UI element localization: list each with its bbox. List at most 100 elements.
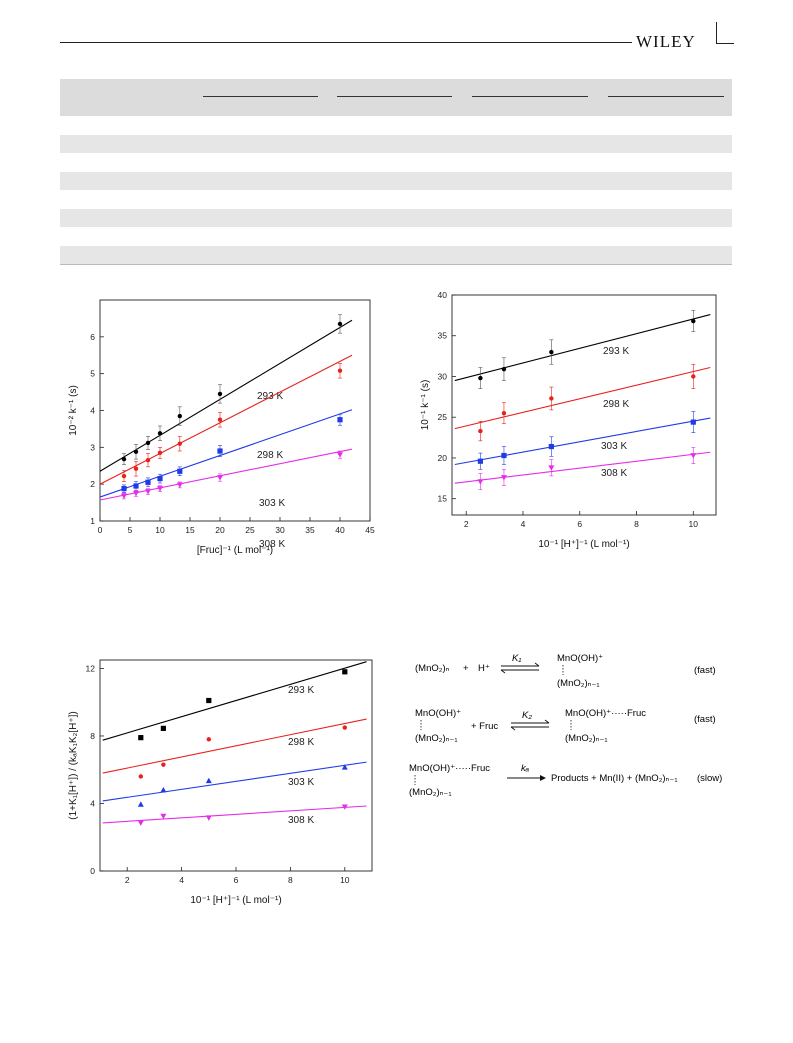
data-point [337,417,343,423]
data-point [341,804,348,810]
reaction-scheme: (MnO₂)ₙ + H⁺ K₁ MnO(OH)⁺ (MnO₂)ₙ₋₁ (fast… [405,640,735,800]
fit-line [454,451,711,484]
data-point [337,321,343,327]
x-tick-label: 20 [215,525,225,535]
equilibrium-arrow-head [534,662,540,667]
step2-reactant-top: MnO(OH)⁺ [415,708,461,719]
data-point [217,417,223,422]
data-point [137,820,144,826]
x-tick-label: 2 [464,519,469,529]
forward-arrow-head [540,775,546,781]
data-point [342,725,347,730]
y-tick-label: 1 [90,516,95,526]
x-tick-label: 6 [234,875,239,885]
data-point [549,396,554,401]
series-label: 293 K [288,685,314,696]
x-tick-label: 8 [288,875,293,885]
table-row [60,135,732,153]
series-label: 298 K [257,450,283,461]
series-label: 298 K [603,399,629,410]
chart-rate-vs-fructose: 0 5 10 15 20 25 30 35 40 45 1 2 3 4 5 6 [Fruc]⁻¹ (L mol⁻… [62,285,382,570]
equilibrium-arrow-head [510,726,516,731]
fit-line [102,805,367,824]
data-point [690,419,696,425]
data-point [691,374,696,379]
step3-rate: (slow) [697,773,722,784]
data-point [133,483,139,489]
series-label: 303 K [288,777,314,788]
fit-line [99,354,353,485]
data-point [133,466,139,471]
data-point [549,349,554,355]
data-point [160,813,167,820]
table-row [60,209,732,227]
step2-reagent: + Fruc [471,721,498,732]
step2-rate: (fast) [694,714,716,725]
y-tick-label: 15 [438,494,448,504]
data-point [477,479,484,485]
table-column-rule [608,96,724,97]
y-tick-label: 8 [90,731,95,741]
table-row [60,246,732,264]
x-tick-label: 8 [634,519,639,529]
data-point [157,431,163,436]
x-tick-label: 10 [155,525,165,535]
plot-frame [451,294,717,516]
x-tick-label: 15 [185,525,195,535]
data-point [690,453,697,459]
fit-line [454,417,711,466]
x-tick-label: 25 [245,525,255,535]
y-axis-label: (1+K₁[H⁺]) / (kₐK₁K₂[H⁺]) [68,711,79,820]
data-point [691,318,696,324]
step3-reactant-top: MnO(OH)⁺·····Fruc [409,763,490,774]
data-point [157,476,163,482]
data-point [337,368,343,373]
publisher-logo: WILEY [636,32,696,51]
chart-ratio-vs-acid: 2 4 6 8 10 0 4 8 12 10⁻¹ [H⁺]⁻¹ (L mol⁻¹) (1+K₁[H⁺… [62,645,382,915]
y-tick-label: 5 [90,369,95,379]
step2-reactant-bottom: (MnO₂)ₙ₋₁ [415,733,458,744]
data-point [121,485,127,492]
data-point [206,697,212,704]
data-point [161,762,166,767]
fit-line [454,366,711,430]
fit-line [454,314,711,382]
fit-line [99,448,353,501]
data-point [145,489,151,495]
step1-product-bottom: (MnO₂)ₙ₋₁ [557,678,600,689]
y-axis-label: 10⁻¹ k⁻¹ (s) [420,380,431,431]
data-point [205,815,212,821]
y-tick-label: 2 [90,479,95,489]
y-tick-label: 3 [90,442,95,452]
data-point [501,366,507,372]
y-tick-label: 35 [438,331,448,341]
x-axis-label: [Fruc]⁻¹ (L mol⁻¹) [197,545,273,556]
series-label: 298 K [288,737,314,748]
fit-line [102,718,367,774]
step2-constant: K₂ [522,710,532,721]
data-point [500,475,507,481]
data-table [60,79,732,265]
x-tick-label: 30 [275,525,285,535]
x-tick-label: 0 [98,525,103,535]
data-point [548,465,555,471]
series-label: 308 K [288,815,314,826]
x-tick-label: 10 [689,519,699,529]
data-point [342,669,348,675]
reaction-scheme-diagram: (MnO₂)ₙ + H⁺ K₁ MnO(OH)⁺ (MnO₂)ₙ₋₁ (fast… [409,653,722,798]
table-header [60,79,732,116]
data-point [217,448,223,454]
x-tick-label: 5 [128,525,133,535]
step2-product-bottom: (MnO₂)ₙ₋₁ [565,733,608,744]
data-point [477,458,483,464]
step1-product-top: MnO(OH)⁺ [557,653,603,664]
y-tick-label: 6 [90,332,95,342]
data-point [478,375,483,381]
data-point [121,493,127,499]
data-point [133,449,139,454]
step1-reagent: H⁺ [478,663,490,674]
data-point [157,450,163,456]
equilibrium-arrow-head [500,669,506,674]
step1-reactant: (MnO₂)ₙ [415,663,450,674]
data-point [160,786,167,793]
